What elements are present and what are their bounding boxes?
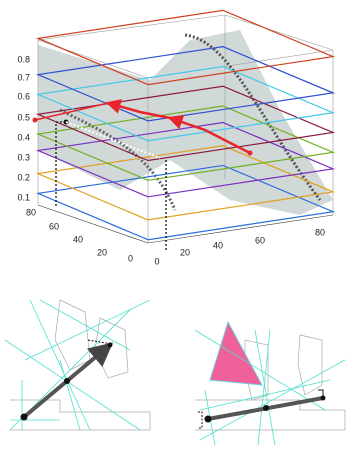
projection [55,121,66,207]
z-tick-label: 0.7 [17,72,30,82]
path-line [34,102,109,121]
x-tick-label: 80 [315,227,325,237]
contour-line [35,145,336,221]
contour-line [35,85,336,162]
path-arrow [105,99,171,120]
y-tick-label: 0 [128,253,133,263]
x-tick-label: 20 [180,247,190,257]
z-tick-label: 0.2 [17,172,30,182]
z-tick-label: 0.8 [17,54,30,64]
z-tick-label: 0.3 [17,152,30,162]
z-tick-label: 0.5 [17,112,30,122]
surface-fold [59,108,177,211]
contour-line [35,121,336,198]
mechanism-right [194,320,346,446]
contour-line [35,46,336,122]
path-arrow [167,114,251,155]
z-tick-label: 0.6 [17,91,30,101]
contour-line [35,105,336,181]
contour-line [35,164,336,241]
contours [35,9,336,241]
y-tick-label: 40 [73,234,83,244]
x-tick-label: 60 [255,235,265,245]
point [247,150,253,156]
x-tick-label: 0 [154,256,159,266]
surface-fold [184,33,322,201]
plot-3d: 0.8 0.7 0.6 0.5 0.4 0.3 0.2 0.1 80 60 40 20 0 0 20 40 60… [17,9,336,266]
y-tick-label: 60 [49,221,59,231]
x-tick-label: 40 [213,240,223,250]
mechanism-left [4,299,151,431]
y-tick-label: 20 [97,247,107,257]
projection [65,121,161,159]
contour-line [35,9,336,86]
z-tick-label: 0.4 [17,132,30,142]
y-tick-label: 80 [26,207,36,217]
point [32,117,38,123]
contour-line [35,65,336,142]
z-tick-label: 0.1 [17,192,30,202]
